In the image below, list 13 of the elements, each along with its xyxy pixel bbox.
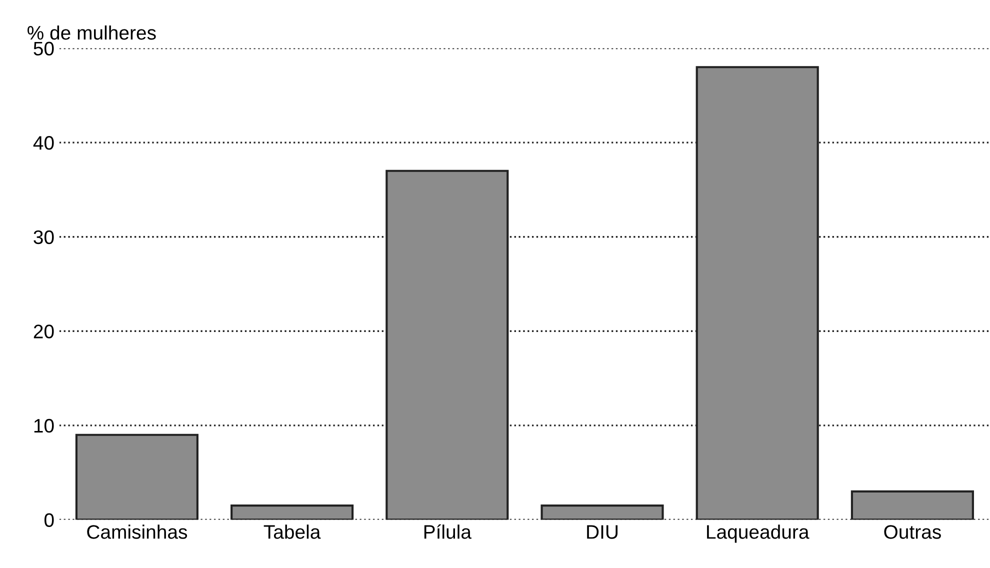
y-tick-label: 0 [44, 513, 54, 527]
x-tick-label: Tabela [264, 524, 321, 539]
x-tick-label: DIU [587, 525, 618, 539]
y-tick-label: 20 [34, 324, 54, 338]
x-tick-label: Pílula [424, 524, 472, 539]
y-axis-title: % de mulheres [28, 25, 156, 40]
y-tick-label: 50 [34, 42, 54, 56]
y-tick-label: 30 [34, 230, 54, 244]
y-tick-label: 10 [34, 418, 54, 433]
x-tick-label: Laqueadura [707, 524, 810, 543]
y-tick-label: 40 [33, 136, 54, 150]
x-tick-label: Camisinhas [87, 524, 188, 539]
x-tick-label: Outras [884, 525, 941, 539]
